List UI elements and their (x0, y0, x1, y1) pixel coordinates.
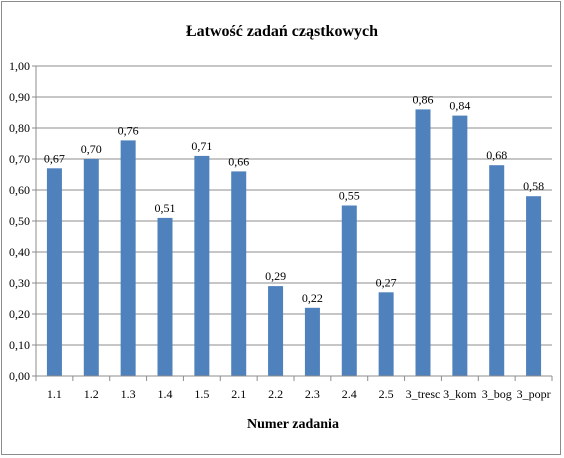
bar (489, 165, 505, 376)
bar (157, 217, 173, 376)
bar (46, 168, 62, 376)
bar (268, 286, 284, 376)
data-label: 0,55 (339, 189, 360, 203)
data-label: 0,51 (155, 201, 176, 215)
y-tick-label: 1,00 (9, 59, 30, 73)
gridlines (36, 65, 552, 346)
data-label: 0,86 (413, 92, 434, 106)
x-tick-label: 2.4 (342, 387, 357, 401)
bar (526, 196, 542, 376)
bar (415, 109, 431, 377)
y-tick-label: 0,20 (9, 307, 30, 321)
chart-title: Łatwość zadań cząstkowych (186, 23, 378, 40)
data-label: 0,70 (81, 142, 102, 156)
data-label: 0,71 (191, 139, 212, 153)
y-axis-ticks: 0,00 0,10 0,20 0,30 0,40 0,50 0,60 0,70 0,80 0,90… (9, 59, 36, 383)
y-tick-label: 0,80 (9, 121, 30, 135)
data-labels: 0,67 0,70 0,76 0,51 0,71 0,66 0,29 0,22 0,55 0,27… (44, 92, 544, 304)
x-tick-label: 1.5 (194, 387, 209, 401)
y-tick-label: 0,40 (9, 245, 30, 259)
data-label: 0,27 (376, 275, 397, 289)
bar (231, 171, 247, 376)
bar (452, 115, 468, 376)
x-tick-label: 1.3 (121, 387, 136, 401)
data-label: 0,58 (523, 179, 544, 193)
bar (378, 292, 394, 376)
bar (194, 155, 210, 376)
y-tick-label: 0,00 (9, 369, 30, 383)
data-label: 0,76 (118, 123, 139, 137)
x-tick-label: 3_popr (517, 387, 551, 401)
data-label: 0,84 (449, 99, 470, 113)
x-tick-label: 2.3 (305, 387, 320, 401)
x-tick-label: 1.1 (47, 387, 62, 401)
data-label: 0,67 (44, 151, 65, 165)
data-label: 0,68 (486, 148, 507, 162)
x-tick-label: 1.2 (84, 387, 99, 401)
x-tick-label: 3_kom (443, 387, 477, 401)
x-tick-label: 2.1 (231, 387, 246, 401)
data-label: 0,22 (302, 291, 323, 305)
x-tick-label: 1.4 (158, 387, 173, 401)
x-axis-ticks: 1.1 1.2 1.3 1.4 1.5 2.1 2.2 2.3 2.4 2.5 3_tresc 3_k… (35, 376, 553, 401)
y-tick-label: 0,90 (9, 90, 30, 104)
data-label: 0,29 (265, 269, 286, 283)
x-tick-label: 3_bog (482, 387, 512, 401)
y-tick-label: 0,60 (9, 183, 30, 197)
x-tick-label: 2.5 (379, 387, 394, 401)
data-label: 0,66 (228, 154, 249, 168)
bar (304, 307, 320, 376)
bar (83, 159, 99, 376)
y-tick-label: 0,50 (9, 214, 30, 228)
y-tick-label: 0,70 (9, 152, 30, 166)
x-tick-label: 2.2 (268, 387, 283, 401)
y-tick-label: 0,30 (9, 276, 30, 290)
x-axis-title: Numer zadania (247, 417, 339, 432)
bar (120, 140, 136, 376)
y-tick-label: 0,10 (9, 338, 30, 352)
bar (341, 205, 357, 376)
bars (46, 109, 542, 377)
x-tick-label: 3_tresc (406, 387, 441, 401)
